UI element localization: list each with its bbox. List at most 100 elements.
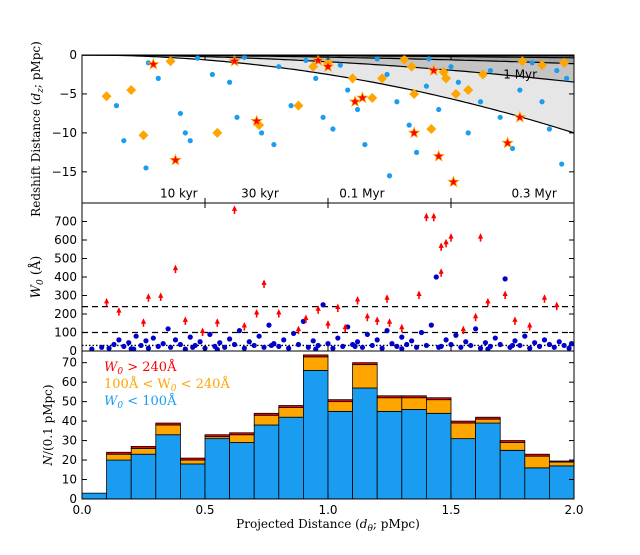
mid-point-circle (354, 339, 361, 345)
mid-point-arrow (325, 320, 331, 329)
top-point-circle (423, 83, 429, 89)
bar-1-bin-15 (450, 422, 477, 440)
mid-point-arrow (374, 316, 380, 325)
mid-point-circle (167, 344, 174, 350)
mid-point-arrow (172, 264, 179, 274)
mid-point-arrow (438, 242, 444, 251)
top-point-circle (564, 75, 570, 81)
mid-point-arrow (541, 294, 548, 303)
mid-point-circle (512, 338, 518, 344)
top-point-circle (337, 62, 343, 68)
top-point-circle (455, 79, 461, 85)
mid-point-circle (436, 344, 442, 350)
mid-point-circle (315, 342, 321, 349)
mid-point-circle (300, 318, 306, 324)
top-point-diamond (477, 69, 488, 80)
mid-point-circle (492, 335, 498, 341)
bar-2-bin-15 (450, 420, 477, 424)
mid-point-circle (187, 334, 193, 340)
contour-label-1-Myr: 1 Myr (503, 67, 537, 81)
top-ytick-label: −10 (52, 126, 77, 140)
mid-point-circle (313, 346, 319, 351)
mid-point-circle (551, 344, 557, 350)
mid-point-circle (143, 338, 149, 344)
top-point-star (250, 114, 263, 127)
top-point-circle (288, 103, 294, 109)
contour-labels: 10 kyr 30 kyr 0.1 Myr 0.3 Myr 1 Myr (160, 67, 557, 200)
mid-point-circle (384, 328, 390, 334)
region-shade-2 (82, 55, 574, 83)
mid-y-ticks: 0 100 200 300 400 500 600 700 (54, 215, 574, 358)
bar-0-bin-19 (549, 465, 574, 499)
top-ytick-label: 0 (69, 48, 77, 62)
bar-0-bin-11 (352, 387, 378, 499)
top-point-circle (121, 138, 127, 144)
bar-0-bin-5 (204, 438, 231, 499)
top-point-circle (477, 99, 484, 105)
mid-point-circle (468, 342, 474, 349)
mid-point-arrow (261, 279, 267, 288)
top-point-star (169, 153, 182, 166)
top-point-star (228, 55, 241, 67)
mid-point-circle (155, 343, 161, 349)
top-point-circle (413, 149, 420, 155)
top-point-circle (113, 103, 120, 109)
top-point-circle (509, 145, 516, 152)
mid-point-arrow (502, 290, 508, 299)
bottom-ytick-label: 50 (62, 395, 77, 409)
mid-point-arrow (315, 305, 321, 314)
bar-1-bin-19 (549, 461, 574, 467)
mid-point-circle (89, 346, 95, 351)
mid-point-circle (305, 344, 311, 350)
top-scatter-points (101, 55, 570, 188)
top-point-diamond (406, 61, 417, 72)
xtick-label: 1.0 (318, 503, 337, 517)
mid-point-circle (222, 344, 228, 350)
bar-2-bin-1 (106, 451, 132, 455)
mid-point-circle (197, 339, 203, 345)
mid-point-arrow (231, 205, 238, 214)
mid-point-circle (246, 339, 252, 345)
top-point-circle (234, 114, 240, 120)
mid-point-arrow (384, 294, 390, 303)
mid-point-circle (325, 341, 331, 347)
mid-point-circle (290, 330, 297, 337)
bar-2-bin-2 (130, 446, 157, 449)
top-point-diamond (450, 88, 461, 99)
top-point-circle (182, 130, 188, 136)
top-point-circle (345, 87, 351, 93)
bar-0-bin-2 (130, 453, 157, 499)
bar-2-bin-9 (302, 354, 329, 358)
top-point-circle (436, 106, 442, 113)
top-point-circle (539, 99, 545, 105)
mid-point-circle (477, 345, 484, 351)
top-point-star (321, 60, 335, 73)
bottom-y-ticks: 0 10 20 30 40 50 60 70 (62, 356, 574, 506)
bottom-ytick-label: 0 (69, 492, 77, 506)
mid-point-circle (177, 341, 183, 348)
panel-middle: 0 100 200 300 400 500 600 700 W0 (Å) (28, 202, 575, 358)
mid-point-arrow (335, 303, 341, 312)
mid-point-circle (236, 328, 243, 334)
bar-1-bin-13 (401, 397, 427, 410)
top-point-circle (209, 71, 215, 78)
mid-point-circle (150, 335, 156, 341)
mid-point-circle (536, 343, 543, 349)
top-point-circle (406, 122, 412, 128)
mid-point-circle (128, 346, 134, 351)
top-point-circle (354, 106, 361, 113)
top-point-circle (529, 60, 535, 66)
legend-entry-1: 100Å < W0 < 240Å (104, 376, 230, 394)
mid-point-arrow (140, 318, 147, 327)
bar-1-bin-7 (253, 414, 280, 426)
mid-point-arrow (182, 316, 188, 325)
top-point-circle (559, 161, 565, 167)
mid-point-arrow (460, 325, 466, 335)
mid-point-circle (268, 342, 275, 349)
top-point-star (513, 110, 527, 123)
mid-point-circle (330, 345, 336, 351)
bar-1-bin-17 (499, 442, 526, 451)
bar-2-bin-16 (475, 416, 501, 420)
mid-point-circle (116, 337, 122, 343)
